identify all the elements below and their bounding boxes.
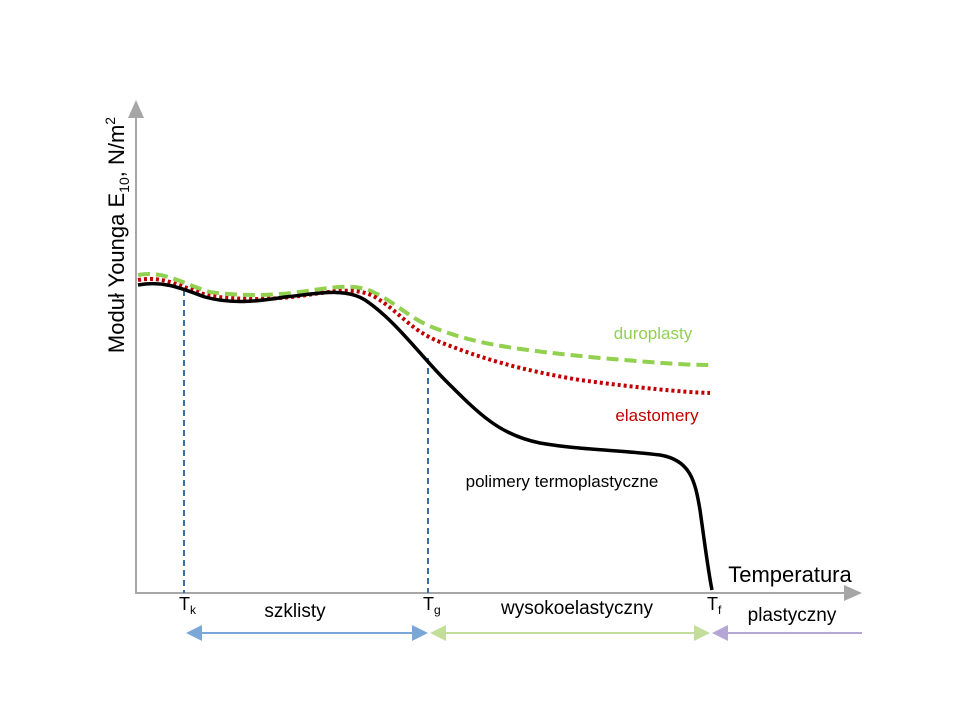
curve-label: elastomery [615,406,699,425]
curve-label: polimery termoplastyczne [466,472,659,491]
y-axis-label: Moduł Younga E10, N/m2 [102,117,132,353]
y-label-main: Moduł Younga E [104,193,129,353]
marker-sub: g [434,603,441,617]
y-label-unit: , N/m [104,125,129,178]
region-label: szklisty [264,601,326,622]
curve-label: duroplasty [614,324,693,343]
region-label: wysokoelastyczny [500,598,654,619]
x-axis-label: Temperatura [728,562,852,587]
marker-symbol: T [707,594,718,614]
duroplasty-curve [137,272,711,367]
marker-symbol: T [179,594,190,614]
marker-sub: k [190,603,197,617]
termoplasty-curve [137,281,714,591]
marker-tf: Tf [707,594,722,617]
marker-tk: Tk [179,594,197,617]
elastomery-curve [137,277,711,395]
y-label-sup: 2 [102,117,118,125]
y-label-sub: 10 [116,177,132,193]
marker-tg: Tg [423,594,441,617]
region-label: plastyczny [748,605,837,626]
marker-sub: f [718,603,722,617]
marker-symbol: T [423,594,434,614]
